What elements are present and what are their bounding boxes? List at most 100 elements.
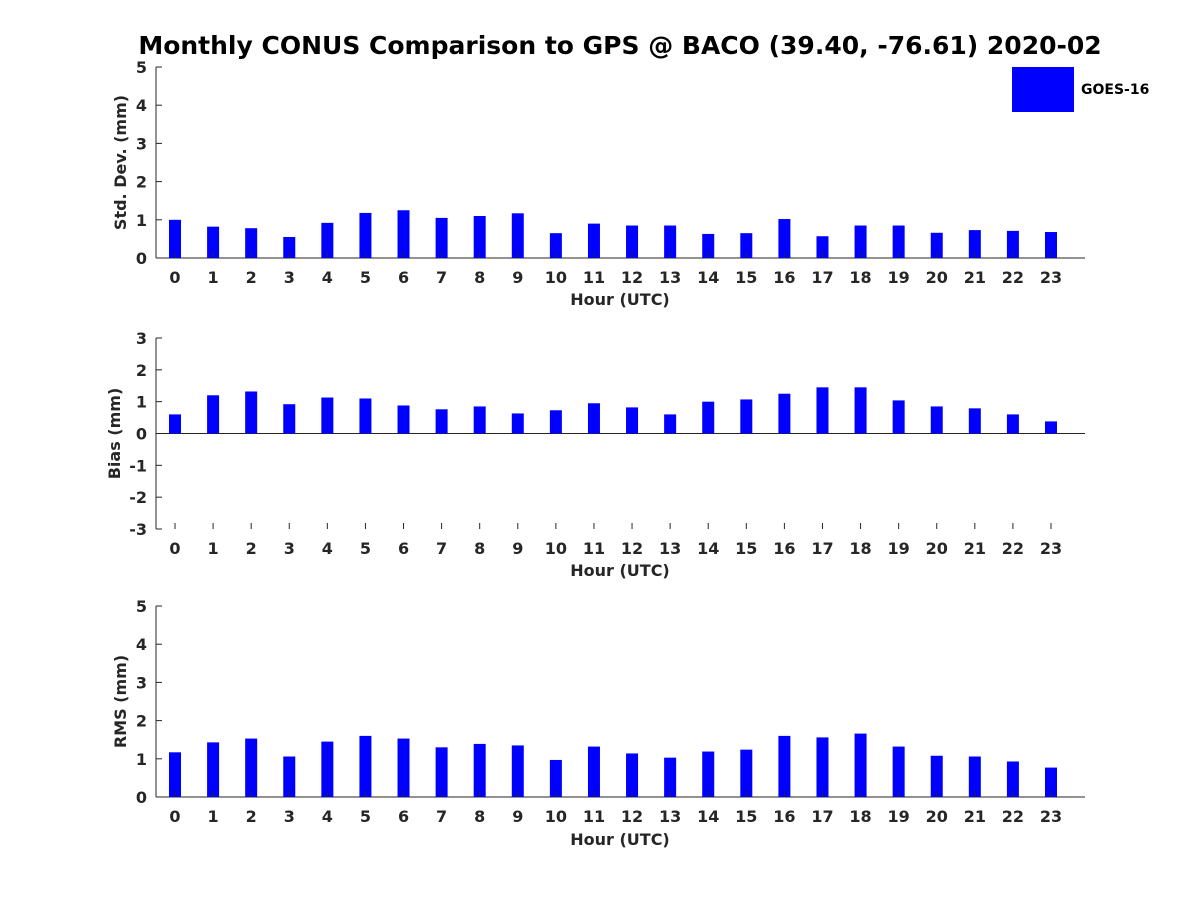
rms-bar [207,742,220,797]
std-dev-y-tick-label: 4 [136,96,147,115]
std-dev-bar [1045,232,1058,258]
std-dev-x-tick-label: 5 [360,268,371,287]
rms-bar [359,735,372,797]
std-dev-bar [435,217,448,258]
rms-x-tick-label: 10 [545,807,567,826]
bias-bar [778,393,791,434]
bias-x-tick-label: 20 [926,539,948,558]
bias-bar [511,413,524,434]
bias-bar [664,414,677,434]
std-dev-x-tick-label: 9 [512,268,523,287]
bias-bar [1045,421,1058,434]
bias-bar [435,409,448,434]
rms-x-tick-label: 23 [1040,807,1062,826]
rms-x-tick-label: 8 [474,807,485,826]
std-dev-x-tick-label: 23 [1040,268,1062,287]
bias-y-tick-label: -1 [129,456,147,475]
bias-x-tick-label: 11 [583,539,605,558]
std-dev-x-tick-label: 21 [964,268,986,287]
std-dev-x-tick-label: 2 [246,268,257,287]
rms-x-tick-label: 6 [398,807,409,826]
std-dev-bar [892,225,905,258]
std-dev-x-tick-label: 6 [398,268,409,287]
std-dev-x-tick-label: 18 [849,268,871,287]
rms-x-tick-label: 7 [436,807,447,826]
bias-x-tick-label: 13 [659,539,681,558]
bias-bar [207,395,220,434]
std-dev-x-tick-label: 1 [208,268,219,287]
rms-bar [854,733,867,797]
bias-x-tick-label: 18 [849,539,871,558]
std-dev-x-tick-label: 3 [284,268,295,287]
std-dev-bar [740,233,753,258]
std-dev-bar [626,225,639,258]
bias-x-tick-label: 22 [1002,539,1024,558]
rms-x-tick-label: 3 [284,807,295,826]
std-dev-y-axis-label: Std. Dev. (mm) [111,95,130,230]
bias-bar [626,407,639,434]
bias-bar [930,406,943,434]
std-dev-bar [930,232,943,258]
rms-x-tick-label: 0 [169,807,180,826]
rms-x-tick-label: 1 [208,807,219,826]
std-dev-bar [511,213,524,258]
rms-x-tick-label: 17 [811,807,833,826]
bias-bar [549,410,562,434]
rms-bar [740,749,753,797]
bias-y-tick-label: -3 [129,520,147,539]
rms-bar [587,746,600,797]
std-dev-bar [473,215,486,258]
bias-bar [283,404,296,434]
bias-bar [892,400,905,434]
rms-x-tick-label: 16 [773,807,795,826]
bias-bar [587,403,600,434]
rms-x-tick-label: 5 [360,807,371,826]
std-dev-bar [397,210,410,258]
bias-bar [854,387,867,434]
rms-y-axis-label: RMS (mm) [111,655,130,748]
std-dev-bar [778,219,791,258]
std-dev-bar [816,236,829,258]
std-dev-x-tick-label: 15 [735,268,757,287]
rms-x-tick-label: 9 [512,807,523,826]
bias-x-axis-label: Hour (UTC) [570,561,670,580]
bias-bar [816,387,829,434]
bias-bar [245,391,258,434]
bias-y-axis-label: Bias (mm) [105,388,124,480]
bias-bar [169,414,181,434]
bias-y-tick-label: 2 [136,361,147,380]
std-dev-y-tick-label: 5 [136,58,147,77]
legend: GOES-16 [1012,67,1149,112]
figure-title: Monthly CONUS Comparison to GPS @ BACO (… [138,31,1101,60]
std-dev-bar [283,236,296,258]
rms-bar [892,746,905,797]
bias-x-tick-label: 2 [246,539,257,558]
rms-x-tick-label: 2 [246,807,257,826]
std-dev-bar [245,228,258,258]
bias-x-tick-label: 21 [964,539,986,558]
bias-x-tick-label: 7 [436,539,447,558]
rms-bar [511,745,524,797]
std-dev-bar [968,230,981,258]
bias-x-tick-label: 0 [169,539,180,558]
std-dev-bar [321,222,334,258]
bias-x-tick-label: 1 [208,539,219,558]
rms-bar [435,747,448,797]
rms-bar [549,759,562,797]
rms-bar [702,751,715,797]
bias-x-tick-label: 6 [398,539,409,558]
legend-swatch-goes16 [1012,67,1074,112]
bias-y-tick-label: -2 [129,488,147,507]
rms-bar [816,737,829,797]
bias-bar [1006,414,1019,434]
rms-x-tick-label: 19 [888,807,910,826]
rms-y-tick-label: 2 [136,712,147,731]
bias-bar [968,408,981,434]
bias-bar [740,399,753,434]
rms-x-tick-label: 18 [849,807,871,826]
std-dev-x-tick-label: 8 [474,268,485,287]
rms-bar [930,755,943,797]
